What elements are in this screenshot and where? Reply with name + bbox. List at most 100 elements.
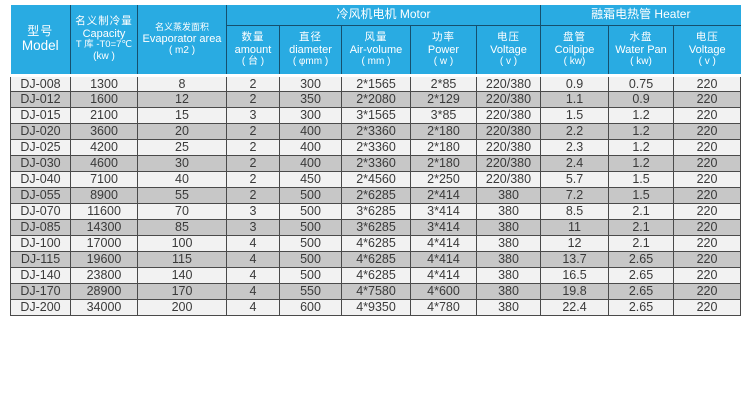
- cell-voltage-heater: 220: [673, 170, 742, 188]
- cell-air-volume: 4*6285: [341, 250, 411, 268]
- header-power-unit: ( w ): [433, 55, 454, 67]
- cell-air-volume: 2*4560: [341, 170, 411, 188]
- cell-amount: 2: [226, 122, 280, 140]
- cell-voltage-motor: 380: [475, 250, 542, 268]
- table-row: DJ-008 1300 8 2 300 2*1565 2*85 220/380 0.9 0.75 2…: [10, 73, 742, 92]
- cell-water-pan: 1.5: [608, 186, 675, 204]
- cell-voltage-motor: 220/380: [475, 154, 542, 172]
- cell-evaporator-area: 170: [137, 282, 227, 300]
- cell-amount: 4: [226, 298, 280, 316]
- cell-voltage-motor: 380: [475, 186, 542, 204]
- header-capacity-unit: (kw ): [93, 51, 115, 62]
- table-row: DJ-085 14300 85 3 500 3*6285 3*414 380 11 2.1 220: [10, 218, 742, 236]
- cell-power: 4*414: [410, 250, 477, 268]
- cell-water-pan: 2.65: [608, 298, 675, 316]
- cell-evaporator-area: 200: [137, 298, 227, 316]
- header-model-en: Model: [21, 38, 59, 54]
- header-diameter-zh: 直径: [299, 30, 322, 43]
- header-air-volume-en: Air-volume: [349, 43, 403, 56]
- cell-coilpipe: 8.5: [540, 202, 610, 220]
- cell-amount: 4: [226, 234, 280, 252]
- header-diameter: 直径 diameter ( φmm ): [279, 24, 342, 76]
- cell-coilpipe: 2.4: [540, 154, 610, 172]
- header-coilpipe-en: Coilpipe: [554, 43, 595, 56]
- header-group-row: 型号 Model 名义制冷量 Capacity T 库 -T0=7℃ (kw )…: [10, 5, 741, 76]
- table-row: DJ-040 7100 40 2 450 2*4560 2*250 220/380 5.7 1.5…: [10, 170, 742, 188]
- cell-power: 4*414: [410, 266, 477, 284]
- spec-table-body: DJ-008 1300 8 2 300 2*1565 2*85 220/380 0.9 0.75 2…: [10, 73, 742, 316]
- cell-power: 2*250: [410, 170, 477, 188]
- header-voltage-motor-en: Voltage: [490, 43, 527, 56]
- cell-model: DJ-015: [10, 106, 71, 124]
- cell-diameter: 500: [279, 186, 342, 204]
- cell-capacity: 3600: [70, 122, 138, 140]
- cell-evaporator-area: 40: [137, 170, 227, 188]
- cell-air-volume: 2*3360: [341, 122, 411, 140]
- cell-capacity: 28900: [70, 282, 138, 300]
- spec-table-header: 型号 Model 名义制冷量 Capacity T 库 -T0=7℃ (kw )…: [10, 5, 741, 76]
- cell-power: 2*129: [410, 90, 477, 108]
- cell-amount: 2: [226, 154, 280, 172]
- cell-capacity: 14300: [70, 218, 138, 236]
- header-voltage-motor-zh: 电压: [497, 30, 520, 43]
- header-power-en: Power: [427, 43, 460, 56]
- cell-capacity: 2100: [70, 106, 138, 124]
- cell-evaporator-area: 20: [137, 122, 227, 140]
- cell-coilpipe: 11: [540, 218, 610, 236]
- cell-model: DJ-055: [10, 186, 71, 204]
- cell-power: 2*85: [410, 73, 477, 92]
- cell-model: DJ-040: [10, 170, 71, 188]
- header-voltage-heater-zh: 电压: [695, 30, 719, 43]
- cell-coilpipe: 2.2: [540, 122, 610, 140]
- header-coilpipe-unit: ( kw): [563, 55, 586, 67]
- cell-voltage-heater: 220: [673, 154, 742, 172]
- header-capacity-zh: 名义制冷量: [75, 15, 133, 28]
- cell-coilpipe: 1.1: [540, 90, 610, 108]
- cell-power: 4*414: [410, 234, 477, 252]
- table-row: DJ-170 28900 170 4 550 4*7580 4*600 380 19.8 2.65…: [10, 282, 742, 300]
- cell-capacity: 8900: [70, 186, 138, 204]
- cell-model: DJ-030: [10, 154, 71, 172]
- cell-voltage-heater: 220: [673, 122, 742, 140]
- cell-voltage-motor: 380: [475, 234, 542, 252]
- cell-evaporator-area: 25: [137, 138, 227, 156]
- cell-capacity: 7100: [70, 170, 138, 188]
- header-power: 功率 Power ( w ): [410, 24, 477, 76]
- cell-coilpipe: 19.8: [540, 282, 610, 300]
- table-row: DJ-070 11600 70 3 500 3*6285 3*414 380 8.5 2.1 220: [10, 202, 742, 220]
- header-capacity-en: Capacity: [82, 28, 126, 41]
- cell-voltage-heater: 220: [673, 234, 742, 252]
- cell-power: 2*180: [410, 138, 477, 156]
- cell-voltage-heater: 220: [673, 266, 742, 284]
- header-group-motor: 冷风机电机 Motor: [225, 5, 542, 26]
- cell-amount: 2: [226, 73, 280, 92]
- cell-amount: 2: [226, 170, 280, 188]
- cell-voltage-heater: 220: [673, 218, 742, 236]
- header-voltage-heater: 电压 Voltage ( v ): [673, 24, 741, 76]
- cell-coilpipe: 7.2: [540, 186, 610, 204]
- cell-evaporator-area: 100: [137, 234, 227, 252]
- cell-voltage-heater: 220: [673, 138, 742, 156]
- cell-air-volume: 3*6285: [341, 202, 411, 220]
- header-capacity-condition: T 库 -T0=7℃: [75, 39, 133, 51]
- cell-voltage-motor: 220/380: [475, 73, 542, 92]
- cell-water-pan: 1.2: [608, 106, 675, 124]
- cell-diameter: 500: [279, 266, 342, 284]
- cell-diameter: 450: [279, 170, 342, 188]
- cell-air-volume: 2*6285: [341, 186, 411, 204]
- cell-amount: 4: [226, 282, 280, 300]
- table-row: DJ-020 3600 20 2 400 2*3360 2*180 220/380 2.2 1.2…: [10, 122, 742, 140]
- cell-air-volume: 3*1565: [341, 106, 411, 124]
- cell-diameter: 300: [279, 106, 342, 124]
- header-model-zh: 型号: [27, 23, 54, 38]
- cell-amount: 2: [226, 138, 280, 156]
- cell-water-pan: 2.65: [608, 266, 675, 284]
- cell-water-pan: 2.1: [608, 218, 675, 236]
- header-coilpipe: 盘管 Coilpipe ( kw): [540, 24, 610, 76]
- cell-evaporator-area: 85: [137, 218, 227, 236]
- cell-coilpipe: 2.3: [540, 138, 610, 156]
- cell-capacity: 17000: [70, 234, 138, 252]
- cell-model: DJ-100: [10, 234, 71, 252]
- cell-air-volume: 4*6285: [341, 266, 411, 284]
- cell-diameter: 600: [279, 298, 342, 316]
